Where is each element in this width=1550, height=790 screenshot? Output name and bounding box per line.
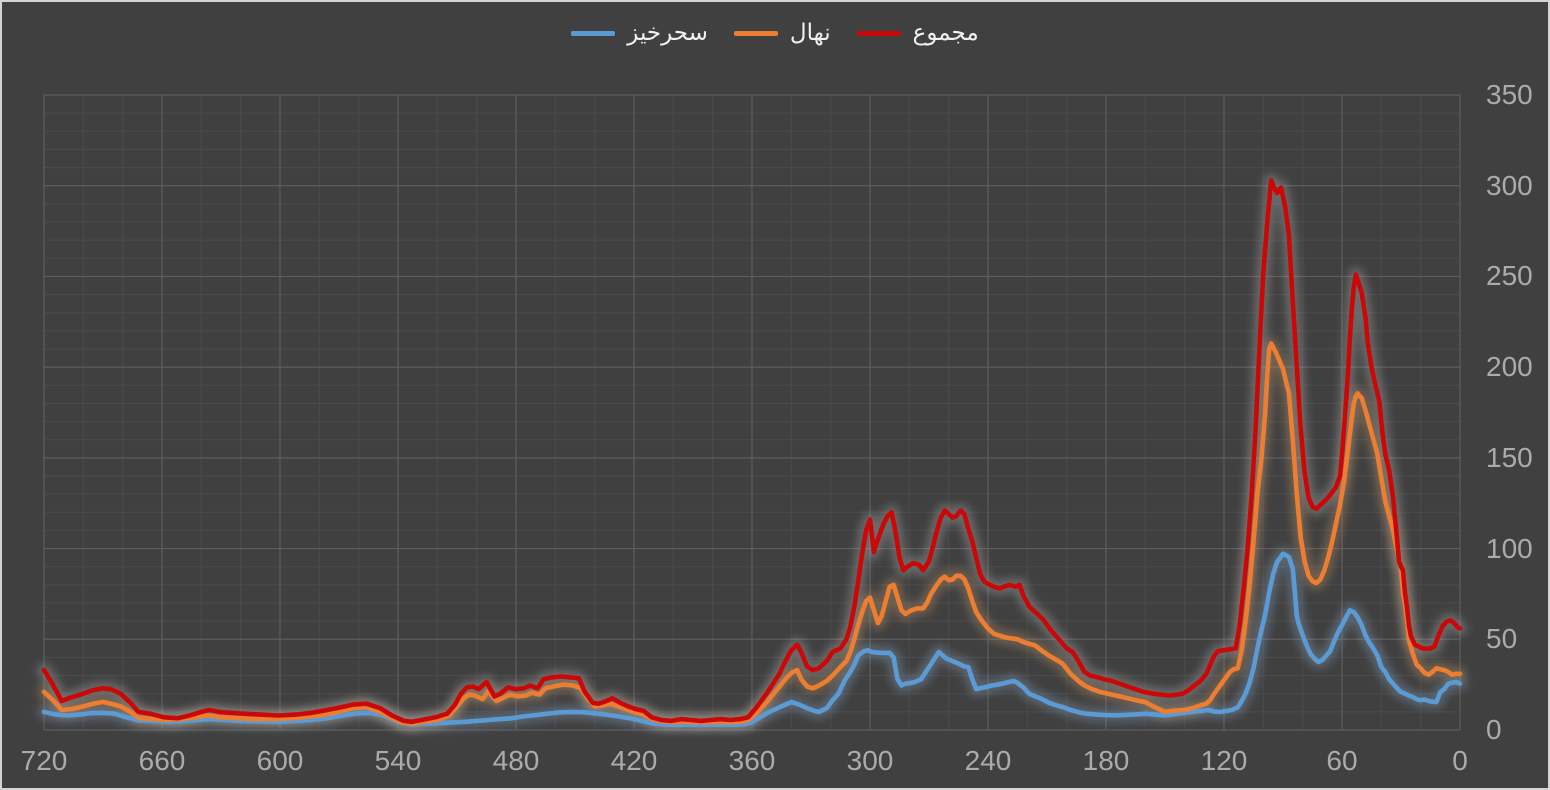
x-tick-label: 0: [1452, 745, 1468, 776]
legend-swatch-icon: [733, 31, 778, 36]
y-tick-label: 300: [1486, 169, 1533, 201]
y-tick-label: 250: [1486, 260, 1533, 292]
legend-swatch-icon: [571, 31, 616, 36]
x-tick-label: 60: [1326, 745, 1358, 776]
legend-label: مجموع: [912, 20, 979, 46]
x-tick-label: 660: [138, 745, 186, 776]
legend-item-saharkhiz[interactable]: سحرخیز: [571, 22, 708, 45]
legend-item-majmoo[interactable]: مجموع: [856, 20, 979, 46]
y-tick-label: 100: [1486, 532, 1533, 564]
x-tick-label: 240: [964, 745, 1012, 776]
legend-item-nahal[interactable]: نهال: [733, 20, 831, 46]
y-tick-label: 50: [1486, 623, 1518, 655]
x-tick-label: 540: [374, 745, 422, 776]
x-tick-label: 720: [20, 745, 68, 776]
legend-label: سحرخیز: [627, 20, 708, 46]
y-tick-label: 200: [1486, 351, 1533, 383]
x-tick-label: 180: [1082, 745, 1130, 776]
y-tick-label: 0: [1486, 714, 1502, 745]
y-tick-label: 350: [1486, 79, 1533, 110]
x-tick-label: 120: [1200, 745, 1248, 776]
y-tick-label: 150: [1486, 441, 1533, 473]
x-tick-label: 300: [846, 745, 894, 776]
x-tick-label: 360: [728, 745, 776, 776]
legend-swatch-icon: [856, 31, 901, 36]
x-tick-label: 420: [610, 745, 658, 776]
x-tick-label: 480: [492, 745, 540, 776]
legend-label: نهال: [789, 20, 831, 46]
chart-legend: سحرخیز نهال مجموع: [2, 22, 1548, 45]
x-tick-label: 600: [256, 745, 304, 776]
